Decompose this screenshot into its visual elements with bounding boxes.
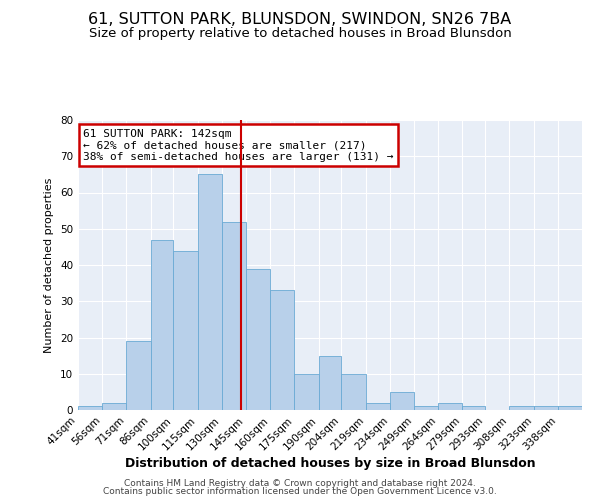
Bar (365, 403, 390, 410)
Bar (270, 290, 295, 410)
Text: 61, SUTTON PARK, BLUNSDON, SWINDON, SN26 7BA: 61, SUTTON PARK, BLUNSDON, SWINDON, SN26… (88, 12, 512, 28)
Text: Contains public sector information licensed under the Open Government Licence v3: Contains public sector information licen… (103, 487, 497, 496)
Bar (173, 250, 197, 410)
Bar (102, 403, 127, 410)
Text: Size of property relative to detached houses in Broad Blunsdon: Size of property relative to detached ho… (89, 28, 511, 40)
Bar (78, 406, 102, 410)
Bar (438, 403, 463, 410)
Bar (319, 356, 341, 410)
Bar (414, 406, 438, 410)
Bar (246, 268, 270, 410)
Bar (295, 374, 319, 410)
Bar (151, 240, 173, 410)
Bar (127, 341, 151, 410)
Bar (222, 222, 246, 410)
Bar (197, 174, 222, 410)
Bar (463, 406, 485, 410)
Bar (558, 406, 582, 410)
Text: 61 SUTTON PARK: 142sqm
← 62% of detached houses are smaller (217)
38% of semi-de: 61 SUTTON PARK: 142sqm ← 62% of detached… (83, 128, 394, 162)
Text: Contains HM Land Registry data © Crown copyright and database right 2024.: Contains HM Land Registry data © Crown c… (124, 478, 476, 488)
Y-axis label: Number of detached properties: Number of detached properties (44, 178, 55, 352)
Bar (341, 374, 365, 410)
Bar (509, 406, 533, 410)
Bar (390, 392, 414, 410)
Bar (533, 406, 558, 410)
X-axis label: Distribution of detached houses by size in Broad Blunsdon: Distribution of detached houses by size … (125, 458, 535, 470)
